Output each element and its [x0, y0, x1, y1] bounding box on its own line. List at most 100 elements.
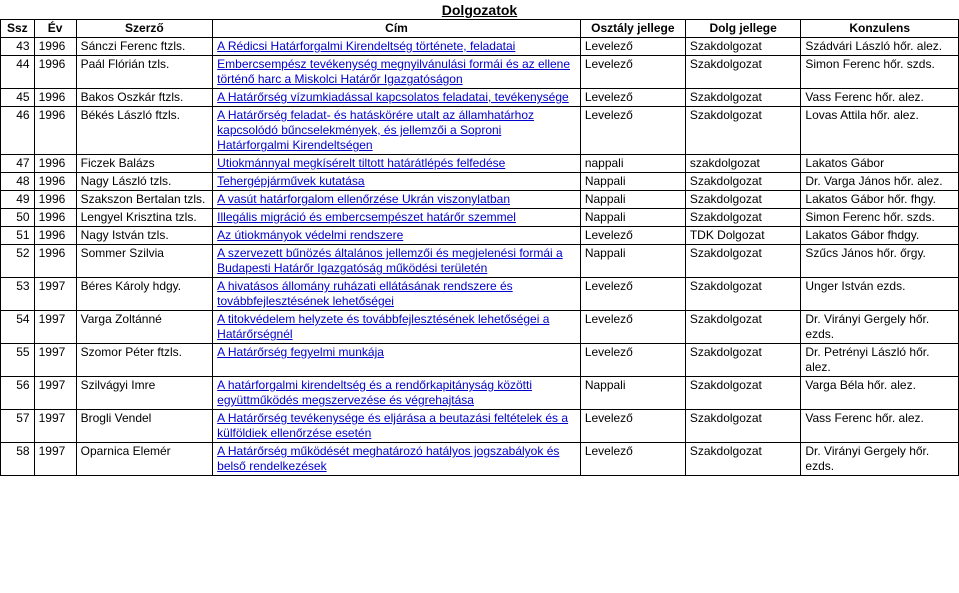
- cell-szerzo: Szilvágyi Imre: [76, 377, 213, 410]
- cell-ssz: 47: [1, 155, 35, 173]
- cell-ev: 1997: [34, 377, 76, 410]
- cell-cim: Embercsempész tevékenység megnyilvánulás…: [213, 56, 581, 89]
- cell-szerzo: Varga Zoltánné: [76, 311, 213, 344]
- col-cim: Cím: [213, 20, 581, 38]
- table-row: 571997Brogli VendelA Határőrség tevékeny…: [1, 410, 959, 443]
- cim-link[interactable]: A Határőrség működését meghatározó hatál…: [217, 444, 559, 473]
- cim-link[interactable]: A Rédicsi Határforgalmi Kirendeltség tör…: [217, 39, 515, 53]
- cell-ev: 1996: [34, 191, 76, 209]
- cell-ssz: 46: [1, 107, 35, 155]
- cell-dolg: Szakdolgozat: [685, 209, 801, 227]
- cim-link[interactable]: Embercsempész tevékenység megnyilvánulás…: [217, 57, 570, 86]
- cell-szerzo: Békés László ftzls.: [76, 107, 213, 155]
- cim-link[interactable]: A Határőrség feladat- és hatáskörére uta…: [217, 108, 534, 152]
- cell-ssz: 57: [1, 410, 35, 443]
- cell-konzulens: Szádvári László hőr. alez.: [801, 38, 959, 56]
- cell-ev: 1996: [34, 209, 76, 227]
- cim-link[interactable]: A Határőrség fegyelmi munkája: [217, 345, 384, 359]
- col-ssz: Ssz: [1, 20, 35, 38]
- table-row: 481996Nagy László tzls.Tehergépjárművek …: [1, 173, 959, 191]
- cell-dolg: Szakdolgozat: [685, 410, 801, 443]
- cell-szerzo: Lengyel Krisztina tzls.: [76, 209, 213, 227]
- cell-osztaly: Nappali: [580, 377, 685, 410]
- cell-ev: 1997: [34, 443, 76, 476]
- cell-ev: 1996: [34, 173, 76, 191]
- cell-konzulens: Vass Ferenc hőr. alez.: [801, 89, 959, 107]
- cell-osztaly: Levelező: [580, 443, 685, 476]
- cell-konzulens: Simon Ferenc hőr. szds.: [801, 56, 959, 89]
- cell-dolg: Szakdolgozat: [685, 443, 801, 476]
- cim-link[interactable]: A Határőrség tevékenysége és eljárása a …: [217, 411, 568, 440]
- cim-link[interactable]: Tehergépjárművek kutatása: [217, 174, 364, 188]
- cim-link[interactable]: A hivatásos állomány ruházati ellátásána…: [217, 279, 513, 308]
- cell-ev: 1996: [34, 155, 76, 173]
- cell-konzulens: Dr. Virányi Gergely hőr. ezds.: [801, 443, 959, 476]
- col-osztaly: Osztály jellege: [580, 20, 685, 38]
- cell-dolg: Szakdolgozat: [685, 191, 801, 209]
- cell-konzulens: Varga Béla hőr. alez.: [801, 377, 959, 410]
- table-row: 431996Sánczi Ferenc ftzls.A Rédicsi Hatá…: [1, 38, 959, 56]
- cell-dolg: Szakdolgozat: [685, 344, 801, 377]
- cell-cim: A hivatásos állomány ruházati ellátásána…: [213, 278, 581, 311]
- cell-osztaly: Levelező: [580, 38, 685, 56]
- cell-ssz: 44: [1, 56, 35, 89]
- cell-ssz: 58: [1, 443, 35, 476]
- cell-cim: Az útiokmányok védelmi rendszere: [213, 227, 581, 245]
- cell-konzulens: Dr. Virányi Gergely hőr. ezds.: [801, 311, 959, 344]
- cell-konzulens: Lakatos Gábor: [801, 155, 959, 173]
- table-row: 451996Bakos Oszkár ftzls.A Határőrség ví…: [1, 89, 959, 107]
- table-row: 471996Ficzek BalázsUtiokmánnyal megkísér…: [1, 155, 959, 173]
- cell-ev: 1997: [34, 344, 76, 377]
- cim-link[interactable]: A szervezett bűnözés általános jellemzői…: [217, 246, 563, 275]
- cim-link[interactable]: Utiokmánnyal megkísérelt tiltott határát…: [217, 156, 505, 170]
- table-row: 461996Békés László ftzls.A Határőrség fe…: [1, 107, 959, 155]
- cell-cim: A Határőrség működését meghatározó hatál…: [213, 443, 581, 476]
- cell-dolg: Szakdolgozat: [685, 107, 801, 155]
- cell-dolg: szakdolgozat: [685, 155, 801, 173]
- cell-ssz: 48: [1, 173, 35, 191]
- cell-ev: 1997: [34, 311, 76, 344]
- cell-szerzo: Béres Károly hdgy.: [76, 278, 213, 311]
- cell-szerzo: Sommer Szilvia: [76, 245, 213, 278]
- cell-konzulens: Lovas Attila hőr. alez.: [801, 107, 959, 155]
- cell-dolg: Szakdolgozat: [685, 89, 801, 107]
- cell-cim: A vasút határforgalom ellenőrzése Ukrán …: [213, 191, 581, 209]
- col-ev: Év: [34, 20, 76, 38]
- cell-szerzo: Bakos Oszkár ftzls.: [76, 89, 213, 107]
- cell-konzulens: Szűcs János hőr. őrgy.: [801, 245, 959, 278]
- cell-cim: Illegális migráció és embercsempészet ha…: [213, 209, 581, 227]
- cim-link[interactable]: A titokvédelem helyzete és továbbfejlesz…: [217, 312, 549, 341]
- cell-szerzo: Nagy István tzls.: [76, 227, 213, 245]
- cell-dolg: TDK Dolgozat: [685, 227, 801, 245]
- cell-konzulens: Simon Ferenc hőr. szds.: [801, 209, 959, 227]
- cell-ev: 1996: [34, 245, 76, 278]
- cell-dolg: Szakdolgozat: [685, 377, 801, 410]
- cell-osztaly: Nappali: [580, 245, 685, 278]
- cell-konzulens: Dr. Petrényi László hőr. alez.: [801, 344, 959, 377]
- cell-szerzo: Oparnica Elemér: [76, 443, 213, 476]
- cell-ssz: 55: [1, 344, 35, 377]
- cell-konzulens: Vass Ferenc hőr. alez.: [801, 410, 959, 443]
- cim-link[interactable]: Illegális migráció és embercsempészet ha…: [217, 210, 516, 224]
- cell-osztaly: Nappali: [580, 209, 685, 227]
- cim-link[interactable]: A határforgalmi kirendeltség és a rendőr…: [217, 378, 532, 407]
- cim-link[interactable]: A vasút határforgalom ellenőrzése Ukrán …: [217, 192, 510, 206]
- cell-osztaly: Levelező: [580, 227, 685, 245]
- cell-konzulens: Unger István ezds.: [801, 278, 959, 311]
- cim-link[interactable]: A Határőrség vízumkiadással kapcsolatos …: [217, 90, 569, 104]
- cell-cim: A Határőrség feladat- és hatáskörére uta…: [213, 107, 581, 155]
- cim-link[interactable]: Az útiokmányok védelmi rendszere: [217, 228, 403, 242]
- cell-szerzo: Szomor Péter ftzls.: [76, 344, 213, 377]
- cell-ev: 1996: [34, 227, 76, 245]
- table-row: 531997Béres Károly hdgy.A hivatásos állo…: [1, 278, 959, 311]
- cell-ssz: 56: [1, 377, 35, 410]
- dolgozatok-table: Ssz Év Szerző Cím Osztály jellege Dolg j…: [0, 19, 959, 476]
- col-konzulens: Konzulens: [801, 20, 959, 38]
- cell-szerzo: Szakszon Bertalan tzls.: [76, 191, 213, 209]
- table-row: 511996Nagy István tzls.Az útiokmányok vé…: [1, 227, 959, 245]
- cell-konzulens: Lakatos Gábor fhdgy.: [801, 227, 959, 245]
- cell-cim: A Határőrség fegyelmi munkája: [213, 344, 581, 377]
- cell-cim: Tehergépjárművek kutatása: [213, 173, 581, 191]
- table-row: 581997Oparnica ElemérA Határőrség működé…: [1, 443, 959, 476]
- page-title: Dolgozatok: [0, 0, 959, 19]
